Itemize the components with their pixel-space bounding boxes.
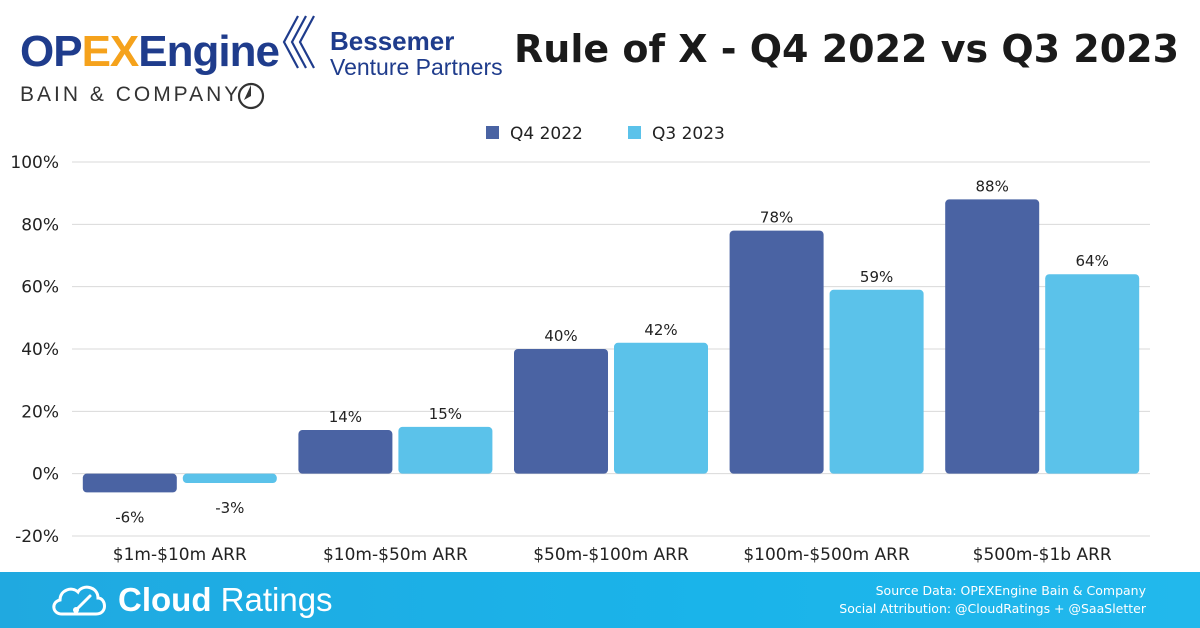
source-attribution: Source Data: OPEXEngine Bain & Company S… [726, 582, 1146, 617]
data-label: 15% [429, 405, 462, 423]
y-tick-label: 0% [32, 465, 59, 485]
footer-banner: Cloud Ratings Source Data: OPEXEngine Ba… [0, 572, 1200, 628]
legend-swatch-1 [486, 126, 499, 139]
x-tick-label: $100m-$500m ARR [743, 545, 910, 565]
logo-opex-part-engine: Engine [138, 27, 280, 76]
logo-opex-part-ex: EX [81, 27, 140, 76]
legend-label-1: Q4 2022 [510, 124, 583, 144]
legend-swatch-2 [628, 126, 641, 139]
chart-title: Rule of X - Q4 2022 vs Q3 2023 [514, 27, 1180, 71]
data-label: 64% [1076, 252, 1109, 270]
y-tick-label: 40% [21, 340, 59, 360]
logo-opex-part-op: OP [20, 27, 83, 76]
data-label: 42% [644, 321, 677, 339]
data-label: -6% [115, 508, 144, 526]
cloud-ratings-wordmark: Cloud Ratings [118, 581, 333, 618]
cloud-gauge-icon [52, 585, 106, 616]
y-tick-label: 20% [21, 402, 59, 422]
bar [514, 349, 608, 474]
cloud-ratings-bold: Cloud [118, 581, 212, 618]
cloud-ratings-light: Ratings [211, 581, 333, 618]
attribution-line: Social Attribution: @CloudRatings + @Saa… [839, 600, 1146, 616]
bar [398, 426, 493, 474]
x-tick-label: $10m-$50m ARR [323, 545, 468, 565]
data-label: 14% [329, 408, 362, 426]
logo-bessemer-line2: Venture Partners [330, 54, 503, 81]
bar [829, 289, 924, 474]
data-label: 78% [760, 209, 793, 227]
y-tick-label: 60% [21, 278, 59, 298]
data-label: -3% [215, 499, 244, 517]
bar [945, 199, 1040, 474]
y-tick-label: 100% [10, 153, 59, 173]
logo-opexengine: OPEXEngine [20, 27, 280, 76]
bain-clock-icon [237, 82, 265, 110]
x-tick-label: $50m-$100m ARR [533, 545, 689, 565]
bar [298, 430, 393, 474]
logo-bessemer: Bessemer Venture Partners [330, 26, 503, 81]
bar [182, 473, 277, 484]
y-tick-label: 80% [21, 215, 59, 235]
bar [1045, 274, 1140, 474]
bar [82, 473, 177, 493]
y-tick-label: -20% [15, 527, 59, 547]
logo-bain: BAIN & COMPANY [20, 83, 242, 106]
data-label: 40% [544, 327, 577, 345]
x-tick-label: $1m-$10m ARR [113, 545, 247, 565]
legend-label-2: Q3 2023 [652, 124, 725, 144]
data-label: 59% [860, 268, 893, 286]
bar [614, 342, 708, 474]
bar-chart: 100% 80% 60% 40% 20% 0% -20% Q4 2022 Q3 2023 -6% -… [10, 124, 1150, 565]
bar [729, 230, 824, 474]
bessemer-mark-icon [282, 15, 315, 69]
x-tick-label: $500m-$1b ARR [973, 545, 1112, 565]
logo-bessemer-line1: Bessemer [330, 26, 455, 56]
data-label: 88% [976, 177, 1009, 195]
source-line: Source Data: OPEXEngine Bain & Company [875, 583, 1146, 598]
